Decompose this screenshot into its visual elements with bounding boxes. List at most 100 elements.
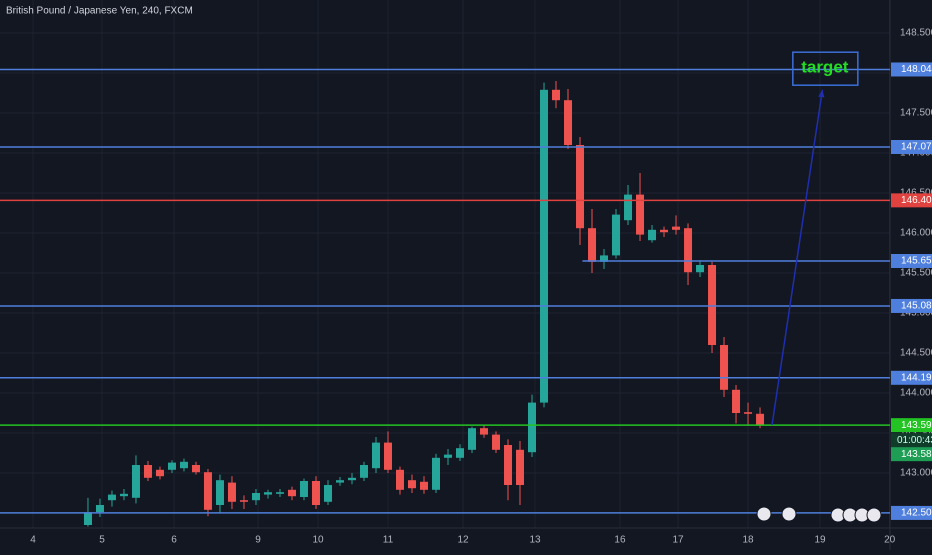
event-icon xyxy=(781,506,797,522)
candle-body xyxy=(444,454,453,458)
x-tick-label: 11 xyxy=(383,535,394,546)
candle-body xyxy=(359,465,368,478)
level-label: 142.501 xyxy=(901,508,932,519)
level-label: 146.408 xyxy=(901,195,932,206)
candle-body xyxy=(299,481,308,497)
last-price-bg xyxy=(891,447,932,462)
countdown-bg xyxy=(891,433,932,448)
y-tick-label: 146.500 xyxy=(900,188,932,199)
candle-body xyxy=(516,449,525,485)
candle-body xyxy=(335,480,344,483)
candle-body xyxy=(480,428,489,435)
candle-body xyxy=(612,214,621,256)
x-tick-label: 12 xyxy=(457,535,469,546)
candle-body xyxy=(155,469,164,477)
candle-body xyxy=(275,492,284,494)
event-icons xyxy=(756,506,882,523)
candle-body xyxy=(191,465,200,473)
x-tick-label: 6 xyxy=(171,535,177,546)
candle-body xyxy=(528,402,537,453)
candle-body xyxy=(143,465,152,478)
y-tick-label: 146.000 xyxy=(900,228,932,239)
candle-body xyxy=(167,462,176,470)
axis: 143.000 143.500 144.000 144.500 145.000 145.5… xyxy=(30,28,932,546)
candle-body xyxy=(215,480,224,505)
level-label: 145.088 xyxy=(901,301,932,312)
candle-body xyxy=(708,265,717,345)
candle-body xyxy=(83,512,92,525)
candle-body xyxy=(648,229,657,241)
candle-body xyxy=(419,481,428,490)
candle-body xyxy=(744,412,753,414)
candle-body xyxy=(347,477,356,481)
candle-body xyxy=(407,480,416,489)
level-label-bg xyxy=(891,370,932,385)
candle-body xyxy=(720,345,729,390)
candle-body xyxy=(371,442,380,469)
level-label: 147.075 xyxy=(901,142,932,153)
chart-title: British Pound / Japanese Yen, 240, FXCM xyxy=(6,6,193,17)
x-tick-label: 16 xyxy=(614,535,626,546)
level-label-bg xyxy=(891,254,932,268)
candle-body xyxy=(95,505,104,513)
candle-body xyxy=(672,226,681,230)
x-tick-label: 20 xyxy=(884,535,896,546)
level-label-bg xyxy=(891,140,932,154)
candle-body xyxy=(504,445,513,485)
y-tick-label: 143.500 xyxy=(900,428,932,439)
last-price-label: 143.583 xyxy=(901,449,932,460)
target-arrow xyxy=(771,89,824,426)
candle-body xyxy=(600,255,609,262)
x-tick-label: 18 xyxy=(742,535,754,546)
x-tick-label: 4 xyxy=(30,535,36,546)
candle-body xyxy=(552,89,561,101)
candle-body xyxy=(287,489,296,497)
candle-body xyxy=(660,229,669,233)
y-tick-label: 147.500 xyxy=(900,108,932,119)
candle-body xyxy=(395,469,404,490)
annotation-box xyxy=(792,51,859,86)
y-tick-label: 145.000 xyxy=(900,308,932,319)
candle-body xyxy=(311,481,320,505)
x-tick-label: 5 xyxy=(99,535,105,546)
candle-body xyxy=(431,457,440,490)
arrow-head xyxy=(818,89,825,98)
level-label: 144.19 xyxy=(901,372,932,383)
candle-body xyxy=(564,100,573,145)
y-tick-label: 144.000 xyxy=(900,388,932,399)
candle-body xyxy=(636,194,645,235)
y-tick-label: 143.000 xyxy=(900,468,932,479)
candle-body xyxy=(251,493,260,501)
candle-body xyxy=(684,228,693,273)
level-label-bg xyxy=(891,62,932,77)
x-tick-label: 13 xyxy=(529,535,541,546)
candle-body xyxy=(227,482,236,502)
x-tick-label: 19 xyxy=(814,535,826,546)
level-label-bg xyxy=(891,298,932,313)
candle-body xyxy=(540,89,549,403)
candle-body xyxy=(383,442,392,470)
level-label-bg xyxy=(891,193,932,208)
x-tick-label: 17 xyxy=(672,535,684,546)
candle-body xyxy=(179,461,188,469)
event-icon xyxy=(756,506,772,522)
y-tick-label: 144.500 xyxy=(900,348,932,359)
annotation-text: target xyxy=(801,58,849,77)
candle-body xyxy=(107,494,116,501)
level-label-bg xyxy=(891,418,932,433)
x-tick-label: 10 xyxy=(312,535,324,546)
candle-body xyxy=(131,465,140,498)
candle-body xyxy=(696,265,705,273)
candle-body xyxy=(239,500,248,502)
candle-body xyxy=(588,228,597,262)
candle-body xyxy=(263,492,272,495)
candle-body xyxy=(732,389,741,413)
x-tick-label: 9 xyxy=(255,535,261,546)
y-tick-label: 148.500 xyxy=(900,28,932,39)
event-icon xyxy=(866,507,882,523)
candle-body xyxy=(756,413,765,425)
countdown: 01:00:43 xyxy=(897,435,932,446)
candle-body xyxy=(203,472,212,510)
